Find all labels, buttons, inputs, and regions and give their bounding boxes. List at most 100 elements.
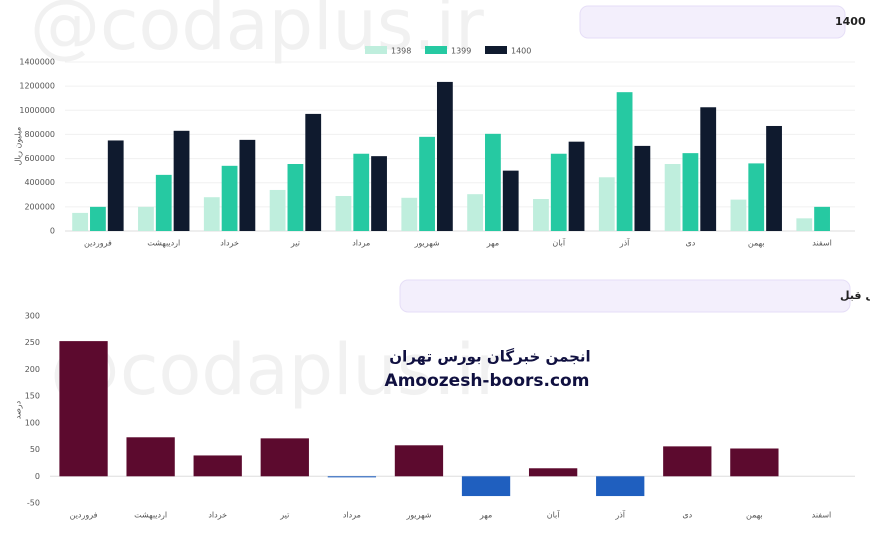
y-tick-label: 300 — [25, 312, 40, 321]
x-tick-label: بهمن — [746, 511, 763, 520]
x-tick-label: تیر — [279, 511, 289, 520]
bar — [730, 448, 779, 477]
x-tick-label: فروردین — [70, 511, 98, 520]
brand-name: انجمن خبرگان بورس تهران — [389, 348, 590, 366]
watermark: @codaplus.ir — [50, 329, 504, 411]
bar — [138, 206, 154, 231]
y-tick-label: -50 — [27, 499, 40, 508]
bar — [682, 153, 699, 231]
x-tick-label: بهمن — [748, 239, 765, 248]
y-tick-label: 400000 — [24, 178, 55, 187]
x-tick-label: آبان — [547, 510, 561, 520]
bar — [664, 164, 681, 231]
x-tick-label: آبان — [552, 238, 566, 248]
bar — [305, 113, 322, 231]
bar — [371, 156, 387, 231]
bar — [596, 476, 645, 497]
bar — [616, 92, 633, 231]
bar — [203, 197, 220, 231]
y-tick-label: 1000000 — [19, 106, 55, 115]
legend-swatch — [485, 46, 507, 54]
x-tick-label: مرداد — [343, 511, 361, 520]
y-tick-label: 200 — [25, 365, 40, 374]
bar — [394, 445, 444, 477]
bar — [59, 341, 108, 477]
bar — [748, 163, 765, 231]
bar — [766, 125, 782, 231]
bar — [335, 195, 352, 231]
bar — [90, 206, 106, 231]
legend-swatch — [425, 46, 447, 54]
title-box — [399, 279, 851, 313]
x-tick-label: خرداد — [220, 239, 239, 248]
y-tick-label: 600000 — [24, 154, 55, 163]
x-tick-label: اسفند — [812, 511, 832, 520]
x-tick-label: اردیبهشت — [134, 511, 167, 520]
x-tick-label: خرداد — [208, 511, 227, 520]
bar — [730, 199, 747, 231]
x-tick-label: تیر — [290, 239, 300, 248]
bar — [221, 165, 238, 231]
y-tick-label: 150 — [25, 392, 40, 401]
bar — [401, 197, 418, 231]
bar — [327, 476, 377, 478]
chart-title: مقایسه عملکرد فروش ماهانه تا بهمن 1400 — [835, 15, 870, 28]
bar — [72, 212, 89, 231]
bar — [700, 107, 717, 231]
bar — [598, 177, 615, 231]
bar — [173, 130, 190, 231]
bar — [107, 140, 124, 231]
y-tick-label: 1400000 — [19, 58, 55, 67]
bar — [502, 170, 519, 231]
x-tick-label: شهریور — [414, 239, 440, 248]
bar — [436, 81, 453, 232]
y-axis-label: میلیون ریال — [14, 127, 23, 166]
bar — [814, 206, 830, 231]
bar — [634, 145, 651, 231]
bar — [796, 218, 813, 231]
bar — [568, 141, 585, 231]
bar — [126, 437, 175, 477]
bar — [239, 139, 256, 231]
x-tick-label: دی — [682, 511, 692, 520]
y-tick-label: 250 — [25, 338, 40, 347]
bar — [467, 194, 484, 231]
x-tick-label: مرداد — [352, 239, 370, 248]
y-tick-label: 0 — [50, 227, 55, 236]
x-tick-label: آذر — [614, 510, 625, 520]
legend-label: 1398 — [391, 47, 411, 56]
x-tick-label: اردیبهشت — [147, 239, 180, 248]
chart-title: مقایسه رشد یا افت فروش ماهیانه نسبت به د… — [840, 289, 870, 302]
y-tick-label: 1200000 — [19, 82, 55, 91]
bar — [461, 476, 511, 497]
bar — [528, 468, 578, 477]
bar — [269, 189, 286, 231]
bar — [155, 174, 172, 231]
bar — [485, 133, 501, 231]
y-axis-label: درصد — [14, 400, 23, 419]
bar — [287, 164, 304, 231]
bar — [419, 136, 435, 231]
x-tick-label: فروردین — [84, 239, 112, 248]
y-tick-label: 0 — [35, 472, 40, 481]
bar — [663, 446, 712, 477]
legend-label: 1399 — [451, 47, 471, 56]
watermark: @codaplus.ir — [30, 0, 484, 66]
bar — [550, 153, 567, 231]
x-tick-label: دی — [686, 239, 696, 248]
bar — [353, 153, 370, 231]
x-tick-label: اسفند — [812, 239, 832, 248]
bar — [260, 438, 309, 477]
brand-site: Amoozesh-boors.com — [385, 371, 590, 391]
y-tick-label: 100 — [25, 418, 40, 427]
bar — [193, 455, 242, 477]
legend-label: 1400 — [511, 47, 531, 56]
x-tick-label: مهر — [486, 239, 499, 248]
y-tick-label: 800000 — [24, 130, 55, 139]
title-box — [579, 5, 846, 39]
legend-swatch — [365, 46, 387, 54]
x-tick-label: مهر — [479, 511, 492, 520]
y-tick-label: 200000 — [24, 202, 55, 211]
x-tick-label: آذر — [619, 238, 630, 248]
